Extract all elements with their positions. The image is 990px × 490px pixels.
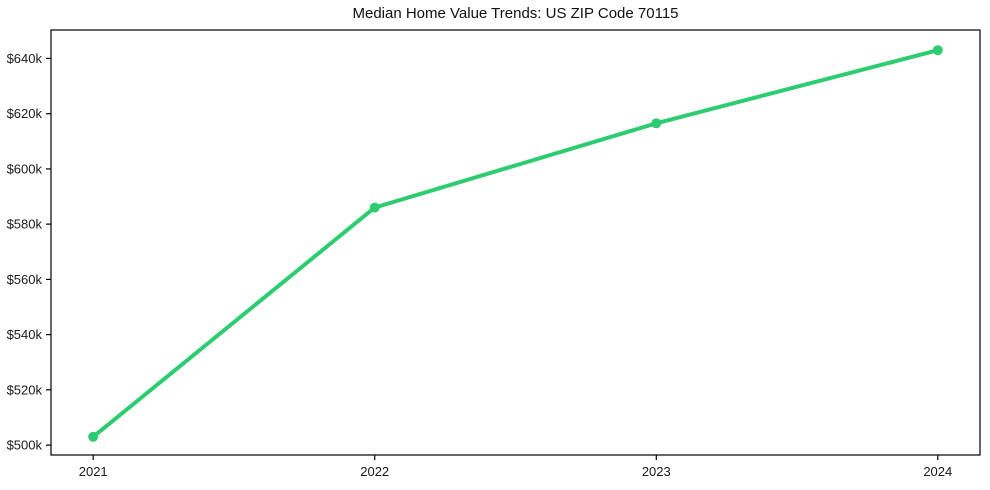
y-axis-tick-label: $540k xyxy=(7,327,43,342)
chart-title: Median Home Value Trends: US ZIP Code 70… xyxy=(352,5,679,22)
x-axis-tick-label: 2022 xyxy=(360,464,389,479)
y-axis-tick-label: $560k xyxy=(7,272,43,287)
x-axis-tick-label: 2021 xyxy=(79,464,108,479)
data-point-marker xyxy=(651,118,662,129)
y-axis-tick-label: $640k xyxy=(7,51,43,66)
x-axis-tick-label: 2024 xyxy=(923,464,952,479)
y-axis-tick-label: $620k xyxy=(7,106,43,121)
y-axis-tick-label: $520k xyxy=(7,382,43,397)
y-axis-tick-label: $580k xyxy=(7,217,43,232)
x-axis-tick-label: 2023 xyxy=(642,464,671,479)
data-point-marker xyxy=(369,202,380,213)
data-point-marker xyxy=(88,431,99,442)
data-point-marker xyxy=(932,45,943,56)
trend-line xyxy=(91,48,940,439)
y-axis-tick-label: $500k xyxy=(7,438,43,453)
y-axis-tick-label: $600k xyxy=(7,161,43,176)
plot-border xyxy=(50,29,981,456)
